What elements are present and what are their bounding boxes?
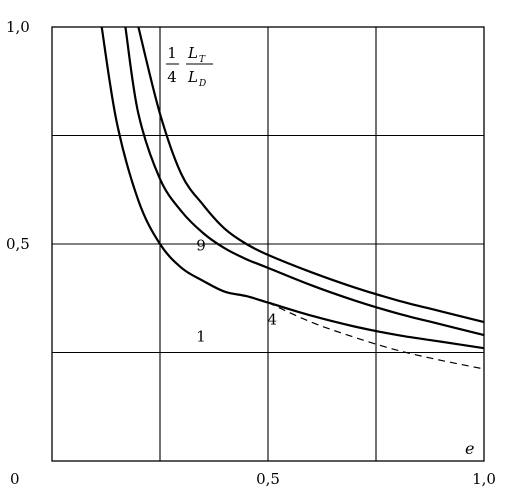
x-tick-label: 0: [10, 470, 20, 488]
grid: [52, 27, 484, 461]
y-tick-label: 0,5: [6, 235, 30, 253]
series-line-1: [100, 26, 485, 350]
y-label-top-sub: T: [199, 55, 206, 65]
series-line-9: [137, 26, 485, 324]
y-label-top-main: L: [187, 44, 198, 62]
y-tick-label: 1,0: [6, 18, 30, 36]
series-line-dashed: [267, 302, 485, 370]
tick-labels: 0 0,5 1,0 0,5 1,0: [6, 18, 496, 488]
y-label-bottom-sub: D: [198, 79, 206, 89]
curve-label-9: 9: [196, 237, 206, 255]
y-label-denominator: 4: [167, 68, 177, 86]
plot-frame: [51, 26, 485, 462]
curve-label-4: 4: [268, 310, 278, 328]
series-line-4: [124, 26, 485, 337]
y-axis-label: 1 4 L T L D: [166, 44, 213, 89]
x-tick-label: 1,0: [472, 470, 496, 488]
x-tick-label: 0,5: [256, 470, 280, 488]
curve-label-1: 1: [196, 328, 206, 346]
y-label-bottom-main: L: [187, 68, 198, 86]
y-label-numerator: 1: [167, 44, 177, 62]
series-group: 1 4 9: [100, 26, 485, 370]
x-axis-label: e: [465, 439, 474, 458]
